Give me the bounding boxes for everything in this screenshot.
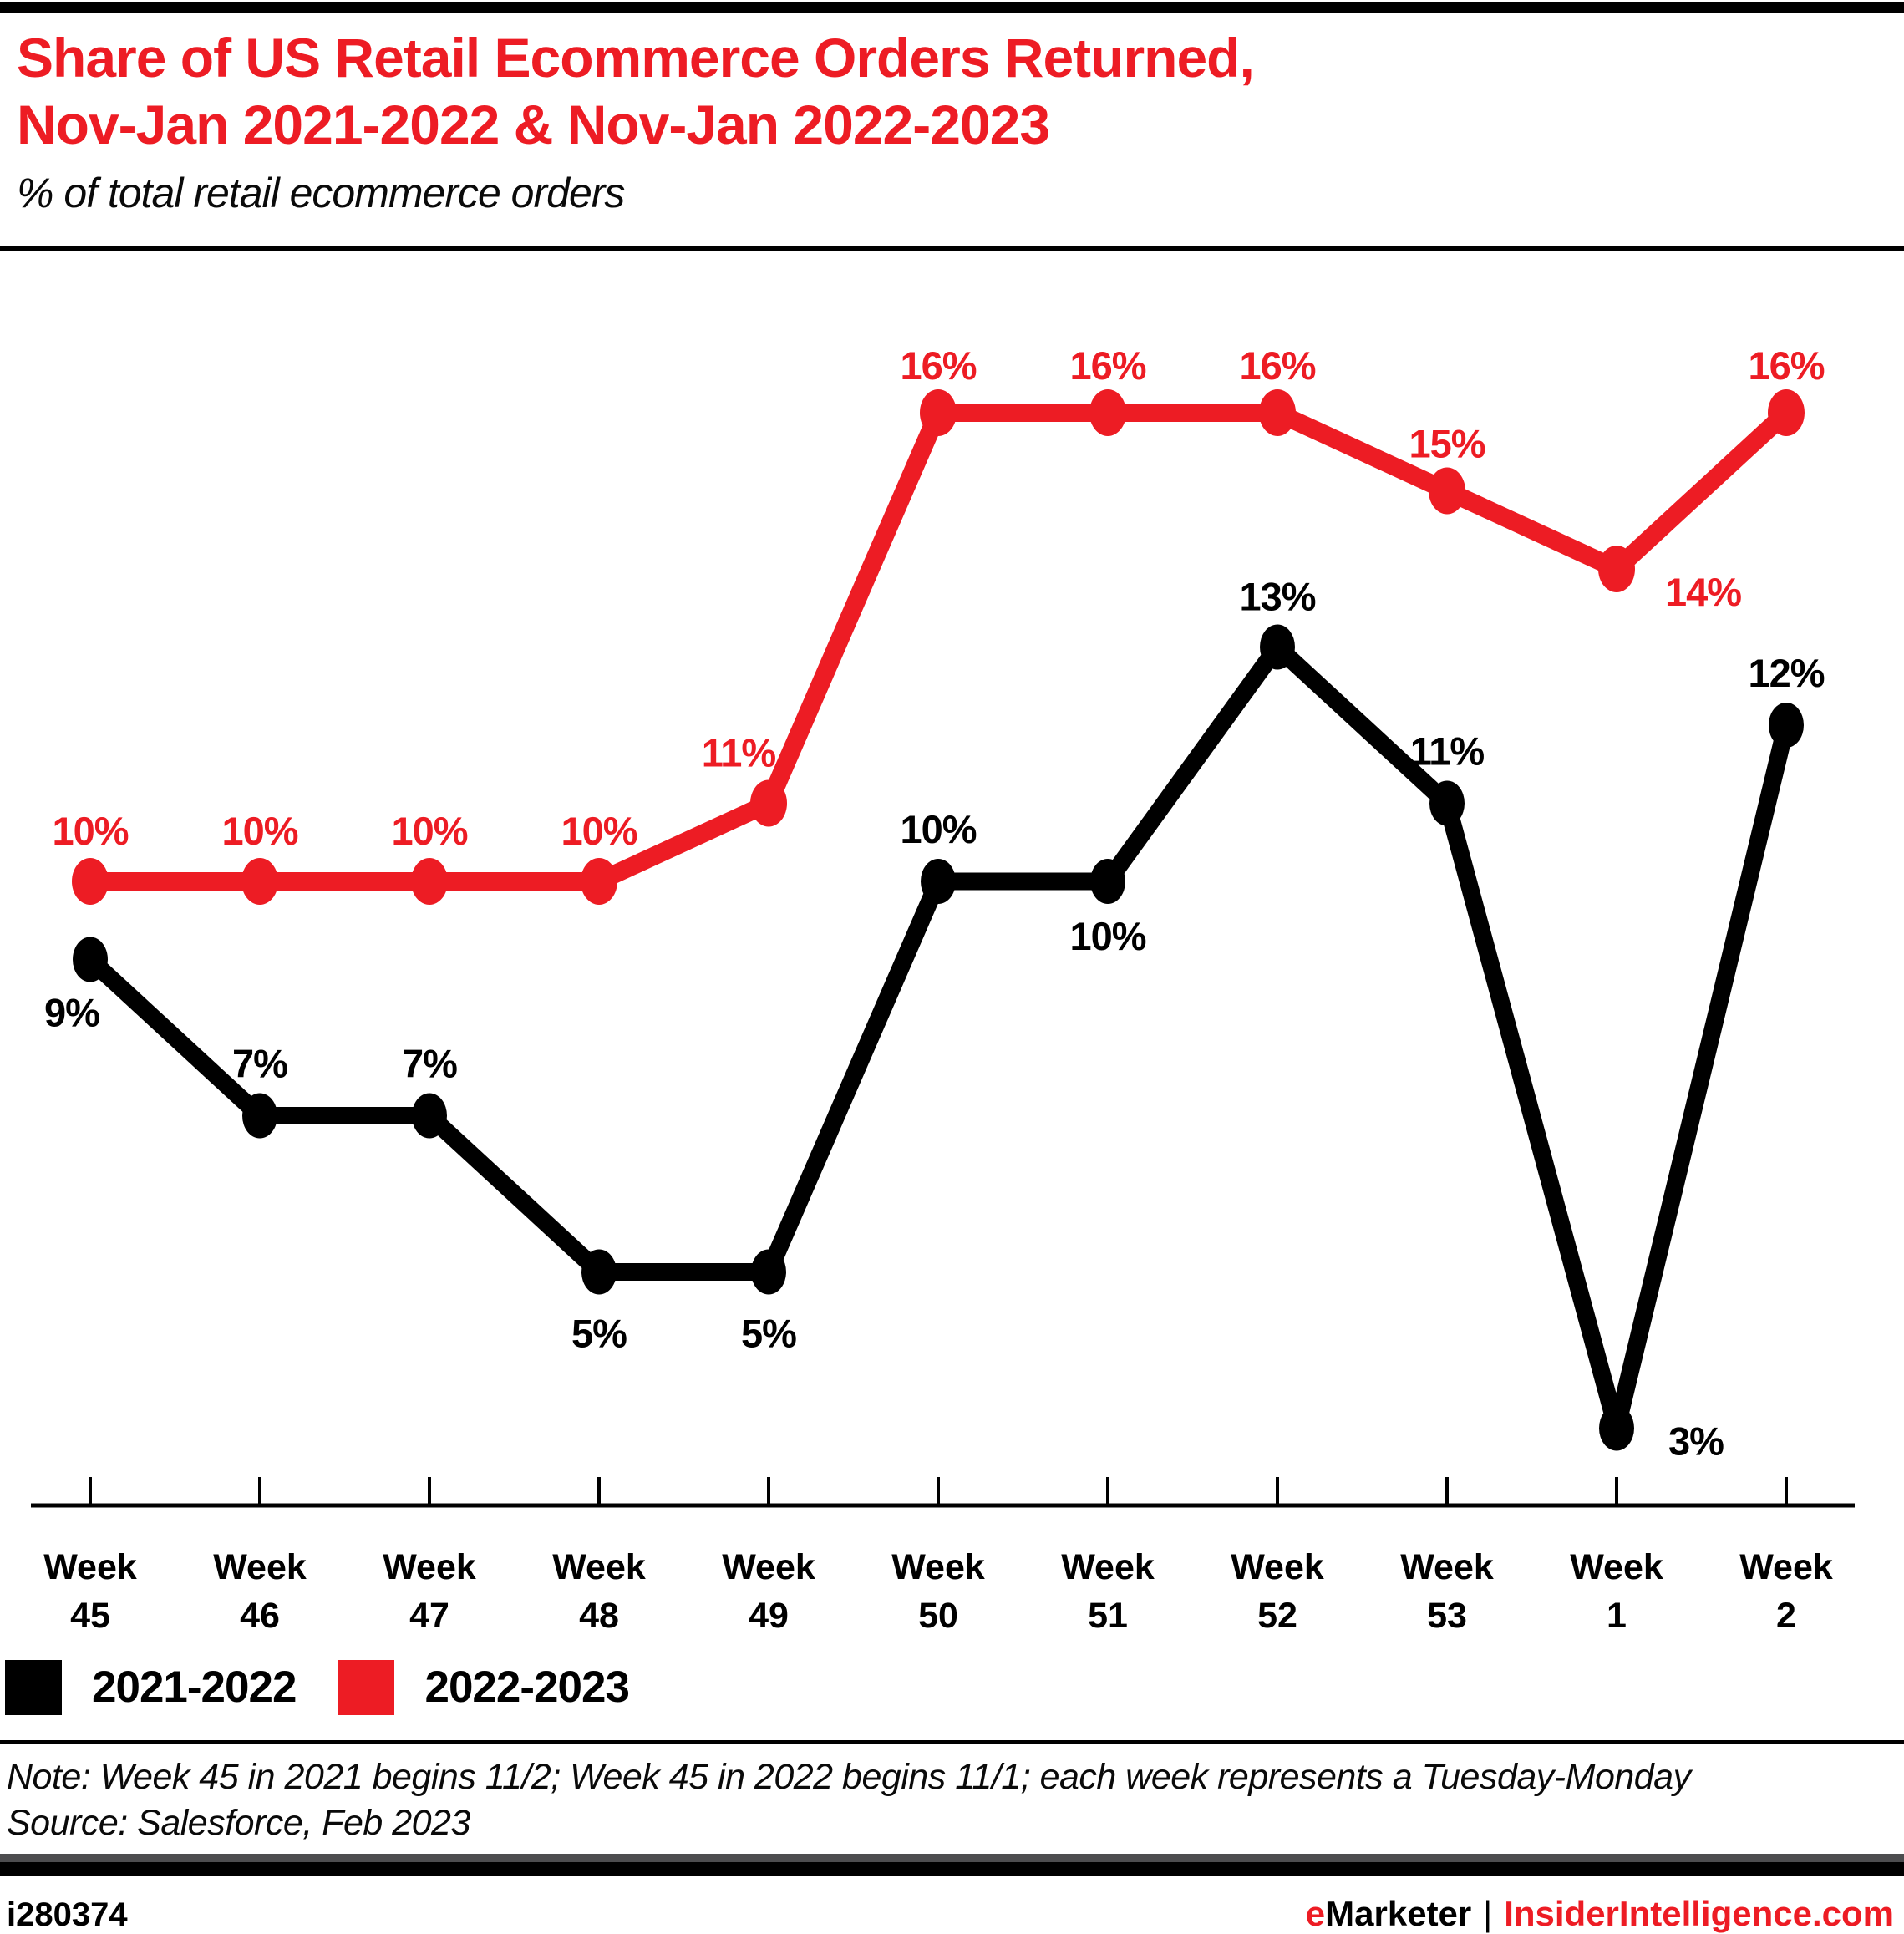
data-point-2021-2022 bbox=[1769, 702, 1804, 748]
data-point-2022-2023 bbox=[1768, 388, 1805, 436]
x-tick-label: 52 bbox=[1257, 1596, 1297, 1632]
data-point-2022-2023 bbox=[411, 857, 448, 905]
legend-item-2021-2022: 2021-2022 bbox=[5, 1659, 297, 1715]
x-tick-label: 51 bbox=[1088, 1596, 1128, 1632]
data-point-2022-2023 bbox=[241, 857, 278, 905]
x-tick-label: 53 bbox=[1427, 1596, 1467, 1632]
source-text: Source: Salesforce, Feb 2023 bbox=[7, 1803, 470, 1844]
x-tick-label: 49 bbox=[749, 1596, 789, 1632]
x-tick-label: Week bbox=[1570, 1547, 1663, 1587]
chart-id: i280374 bbox=[7, 1896, 128, 1933]
footer-bar-black bbox=[0, 1861, 1904, 1876]
legend-item-2022-2023: 2022-2023 bbox=[338, 1659, 630, 1715]
data-point-2021-2022 bbox=[73, 937, 108, 982]
data-point-2022-2023 bbox=[72, 857, 109, 905]
data-point-2022-2023 bbox=[750, 779, 787, 827]
footer-bars bbox=[0, 1853, 1904, 1876]
data-label-2021-2022: 5% bbox=[571, 1311, 627, 1355]
data-label-2022-2023: 10% bbox=[221, 809, 297, 853]
data-label-2022-2023: 10% bbox=[391, 809, 467, 853]
legend: 2021-2022 2022-2023 bbox=[0, 1659, 1904, 1715]
x-tick-label: Week bbox=[552, 1547, 646, 1587]
chart-title-line1: Share of US Retail Ecommerce Orders Retu… bbox=[17, 27, 1255, 89]
data-label-2022-2023: 16% bbox=[1069, 343, 1145, 388]
x-tick-label: 1 bbox=[1607, 1596, 1627, 1632]
header: Share of US Retail Ecommerce Orders Retu… bbox=[0, 13, 1904, 217]
x-tick-label: Week bbox=[1231, 1547, 1324, 1587]
brand-e: e bbox=[1305, 1893, 1326, 1933]
x-tick-label: Week bbox=[891, 1547, 985, 1587]
footer: i280374 eMarketer | InsiderIntelligence.co… bbox=[0, 1894, 1904, 1934]
data-point-2021-2022 bbox=[751, 1249, 786, 1295]
brand-marketer: Marketer bbox=[1325, 1893, 1472, 1933]
data-point-2022-2023 bbox=[920, 388, 957, 436]
data-label-2022-2023: 14% bbox=[1665, 570, 1741, 614]
x-tick-label: Week bbox=[722, 1547, 815, 1587]
x-tick-label: Week bbox=[43, 1547, 137, 1587]
legend-swatch-black bbox=[5, 1659, 62, 1715]
data-label-2021-2022: 13% bbox=[1239, 574, 1315, 618]
data-point-2021-2022 bbox=[581, 1249, 617, 1295]
brand-site-link[interactable]: InsiderIntelligence.com bbox=[1504, 1893, 1894, 1933]
x-tick-label: 45 bbox=[70, 1596, 110, 1632]
x-tick-label: Week bbox=[1061, 1547, 1155, 1587]
x-tick-label: 50 bbox=[918, 1596, 958, 1632]
data-point-2022-2023 bbox=[1429, 467, 1465, 515]
footnote-divider bbox=[0, 1739, 1904, 1744]
x-tick-label: Week bbox=[1739, 1547, 1833, 1587]
data-label-2021-2022: 5% bbox=[741, 1311, 796, 1355]
data-point-2021-2022 bbox=[242, 1093, 277, 1139]
data-point-2022-2023 bbox=[1259, 388, 1296, 436]
data-label-2022-2023: 16% bbox=[1239, 343, 1315, 388]
data-label-2021-2022: 12% bbox=[1748, 651, 1824, 695]
footer-bar-gray bbox=[0, 1853, 1904, 1862]
data-point-2022-2023 bbox=[1598, 545, 1635, 592]
chart-subtitle: % of total retail ecommerce orders bbox=[17, 169, 625, 216]
data-label-2022-2023: 11% bbox=[702, 730, 776, 774]
data-label-2022-2023: 10% bbox=[52, 809, 128, 853]
header-divider bbox=[0, 245, 1904, 251]
data-label-2021-2022: 11% bbox=[1410, 728, 1485, 773]
data-label-2021-2022: 9% bbox=[44, 990, 99, 1034]
line-series-2021-2022 bbox=[81, 637, 1795, 1437]
x-tick-label: 48 bbox=[579, 1596, 619, 1632]
data-label-2022-2023: 10% bbox=[561, 809, 637, 853]
data-label-2022-2023: 16% bbox=[900, 343, 976, 388]
data-label-2021-2022: 7% bbox=[402, 1041, 457, 1085]
footnotes: Note: Week 45 in 2021 begins 11/2; Week … bbox=[0, 1754, 1904, 1847]
x-tick-label: Week bbox=[383, 1547, 476, 1587]
data-label-2021-2022: 10% bbox=[900, 807, 976, 851]
chart-area: Week 45 Week 46 Week 47 Week 48 Week 49 Week 50 Week… bbox=[0, 279, 1904, 1632]
data-point-2022-2023 bbox=[581, 857, 617, 905]
data-point-2021-2022 bbox=[1090, 858, 1125, 904]
x-tick-label: 2 bbox=[1776, 1596, 1796, 1632]
data-point-2021-2022 bbox=[921, 858, 956, 904]
data-point-2021-2022 bbox=[1429, 780, 1465, 826]
data-point-2021-2022 bbox=[1599, 1405, 1634, 1451]
data-point-2021-2022 bbox=[1260, 624, 1295, 670]
x-tick-label: 47 bbox=[409, 1596, 449, 1632]
brand-lockup: eMarketer | InsiderIntelligence.com bbox=[1306, 1894, 1894, 1934]
brand-separator: | bbox=[1483, 1893, 1493, 1933]
data-label-2022-2023: 15% bbox=[1409, 421, 1485, 465]
legend-swatch-red bbox=[338, 1659, 395, 1715]
data-label-2021-2022: 10% bbox=[1069, 914, 1145, 958]
data-label-2021-2022: 3% bbox=[1668, 1419, 1724, 1463]
note-text: Note: Week 45 in 2021 begins 11/2; Week … bbox=[7, 1756, 1691, 1797]
data-point-2022-2023 bbox=[1089, 388, 1126, 436]
legend-label: 2022-2023 bbox=[424, 1662, 629, 1713]
data-label-2021-2022: 7% bbox=[232, 1041, 287, 1085]
top-black-bar bbox=[0, 2, 1904, 13]
legend-label: 2021-2022 bbox=[92, 1662, 297, 1713]
x-tick-label: 46 bbox=[240, 1596, 280, 1632]
data-point-2021-2022 bbox=[412, 1093, 447, 1139]
chart-title-line2: Nov-Jan 2021-2022 & Nov-Jan 2022-2023 bbox=[17, 93, 1050, 155]
x-tick-label: Week bbox=[213, 1547, 307, 1587]
x-tick-label: Week bbox=[1400, 1547, 1494, 1587]
chart-title: Share of US Retail Ecommerce Orders Retu… bbox=[17, 25, 1884, 159]
chart-svg: Week 45 Week 46 Week 47 Week 48 Week 49 Week 50 Week… bbox=[31, 343, 1855, 1632]
data-label-2022-2023: 16% bbox=[1748, 343, 1824, 388]
